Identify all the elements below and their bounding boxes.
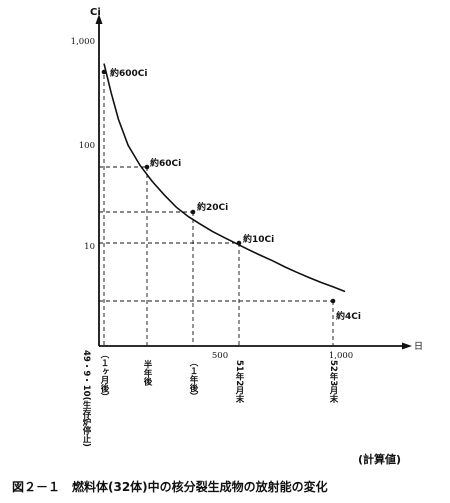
milestone-label-1-month: （１ヶ月後）: [99, 350, 110, 401]
calculated-value-note: (計算値): [358, 452, 401, 466]
point-60ci: [144, 164, 150, 170]
annotation-4ci: 約4Ci: [336, 310, 361, 322]
x-tick-label-500: 500: [212, 351, 228, 361]
x-axis-arrow: [402, 342, 412, 350]
y-tick-label-100: 100: [79, 141, 95, 151]
decay-curve-line: [103, 63, 346, 293]
y-tick-label-10: 10: [84, 242, 95, 252]
annotation-10ci: 約10Ci: [243, 233, 274, 245]
point-10ci: [236, 240, 242, 246]
milestone-label-1-year: （１年後）: [188, 358, 199, 401]
y-axis-arrow: [95, 14, 103, 24]
milestone-label-reactor-stop: 49・9・10(生存炉停止): [81, 350, 92, 447]
milestone-label-51-feb: 51年2月末: [234, 360, 245, 404]
point-4ci: [330, 298, 336, 304]
x-tick-label-1000: 1,000: [329, 351, 353, 361]
annotation-600ci: 約600Ci: [110, 67, 147, 79]
y-tick-label-1000: 1,000: [71, 37, 95, 47]
point-600ci: [101, 69, 107, 75]
annotation-20ci: 約20Ci: [197, 201, 228, 213]
milestone-label-half-year: 半年後: [142, 359, 152, 386]
point-20ci: [190, 209, 196, 215]
y-axis-label: Ci: [90, 7, 101, 18]
x-axis-label: 日: [414, 341, 423, 352]
annotation-60ci: 約60Ci: [150, 157, 181, 169]
figure-caption: 図２－１ 燃料体(32体)中の核分裂生成物の放射能の変化: [12, 479, 328, 494]
milestone-label-52-mar: 52年3月末: [328, 360, 339, 404]
